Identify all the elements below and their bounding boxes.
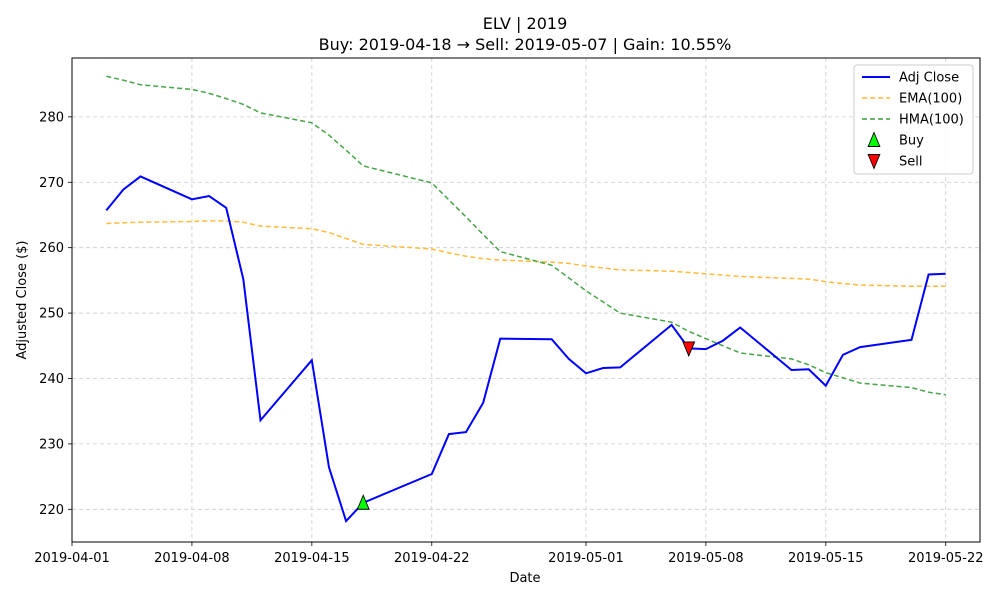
series-line-adj-close [105, 175, 946, 524]
grid [71, 58, 980, 542]
chart-title: ELV | 2019 [483, 14, 568, 33]
legend-label: Buy [899, 134, 924, 149]
markers-group [356, 341, 696, 510]
x-tick-label: 2019-04-01 [34, 551, 110, 566]
series-line-ema-100 [106, 220, 946, 288]
y-tick-label: 230 [39, 437, 64, 452]
series-group [105, 75, 946, 524]
sell-marker [682, 341, 696, 358]
series-line-hma-100 [106, 75, 946, 396]
legend-label: Adj Close [899, 71, 959, 86]
y-tick-label: 220 [39, 503, 64, 518]
x-tick-label: 2019-05-15 [788, 551, 864, 566]
plot-frame [71, 57, 981, 543]
x-tick-label: 2019-04-15 [274, 551, 350, 566]
legend-label: Sell [899, 155, 922, 170]
y-tick-label: 270 [39, 176, 64, 191]
x-tick-label: 2019-05-01 [548, 551, 624, 566]
y-axis-label: Adjusted Close ($) [15, 241, 30, 360]
y-tick-label: 280 [39, 110, 64, 125]
legend-box [853, 64, 974, 175]
y-tick-label: 240 [39, 372, 64, 387]
buy-marker [356, 494, 370, 510]
x-tick-label: 2019-05-08 [668, 551, 744, 566]
x-tick-label: 2019-04-08 [154, 551, 230, 566]
x-tick-label: 2019-05-22 [908, 551, 984, 566]
y-tick-label: 260 [39, 241, 64, 256]
legend-label: EMA(100) [899, 92, 962, 107]
x-axis-label: Date [509, 571, 540, 586]
legend-swatch-buy [867, 131, 881, 147]
legend: Adj Close EMA(100) HMA(100) Buy Sell [853, 64, 974, 175]
legend-swatch-sell [867, 154, 881, 170]
legend-label: HMA(100) [899, 113, 964, 128]
y-tick-label: 250 [39, 307, 64, 322]
axis-ticks: 2019-04-01 2019-04-08 2019-04-15 2019-04-22… [34, 110, 983, 566]
x-tick-label: 2019-04-22 [394, 551, 470, 566]
chart-subtitle: Buy: 2019-04-18 → Sell: 2019-05-07 | Gai… [319, 35, 732, 54]
